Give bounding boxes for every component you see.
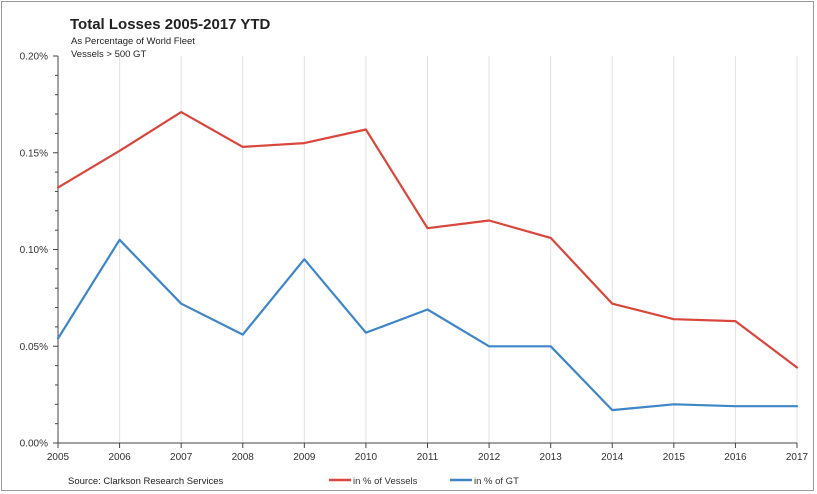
series-lines xyxy=(56,110,799,412)
x-tick-label: 2007 xyxy=(170,452,193,463)
x-tick-label: 2017 xyxy=(786,452,809,463)
x-tick-label: 2005 xyxy=(47,452,70,463)
legend: in % of Vessels in % of GT xyxy=(329,476,519,487)
x-tick-label: 2011 xyxy=(417,452,439,463)
y-tick-label: 0.00% xyxy=(20,439,48,450)
x-tick-label: 2009 xyxy=(293,452,316,463)
series-line-vessels xyxy=(56,110,799,369)
x-tick-label: 2013 xyxy=(540,452,563,463)
gridlines xyxy=(119,56,798,443)
x-tick-label: 2008 xyxy=(232,452,255,463)
x-tick-label: 2016 xyxy=(724,452,747,463)
x-tick-label: 2006 xyxy=(108,452,131,463)
x-tick-label: 2012 xyxy=(478,452,501,463)
y-tick-label: 0.15% xyxy=(20,148,48,159)
source-note: Source: Clarkson Research Services xyxy=(68,476,223,487)
chart-title: Total Losses 2005-2017 YTD xyxy=(70,16,271,33)
x-tick-label: 2010 xyxy=(355,452,378,463)
y-tick-label: 0.10% xyxy=(20,245,48,256)
chart-subtitle-line-2: Vessels > 500 GT xyxy=(71,49,146,60)
axes xyxy=(53,55,798,448)
legend-label-gt: in % of GT xyxy=(474,476,519,487)
y-tick-label: 0.20% xyxy=(20,52,48,63)
y-tick-label: 0.05% xyxy=(20,342,48,353)
x-tick-label: 2015 xyxy=(663,452,686,463)
tick-labels: 0.00% 0.05% 0.10% 0.15% 0.20% 2005 2006 2007 200… xyxy=(20,52,809,464)
x-tick-label: 2014 xyxy=(601,452,624,463)
series-line-gt xyxy=(56,238,799,412)
chart-subtitle-line-1: As Percentage of World Fleet xyxy=(71,36,195,47)
legend-label-vessels: in % of Vessels xyxy=(353,476,418,487)
